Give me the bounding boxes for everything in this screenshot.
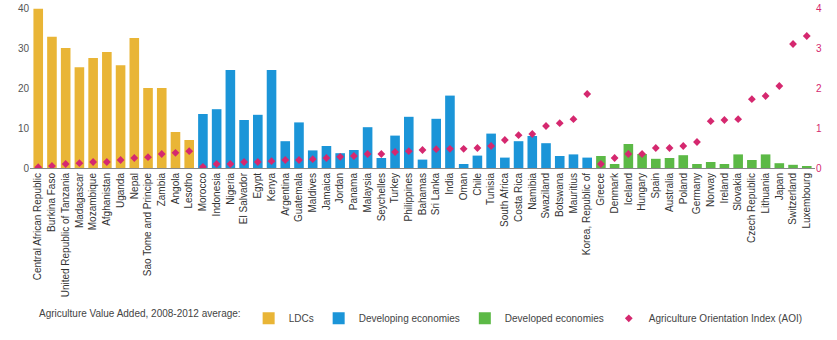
svg-text:Sao Tome and Principe: Sao Tome and Principe	[142, 173, 153, 277]
svg-text:Oman: Oman	[458, 173, 469, 200]
svg-text:Bahamas: Bahamas	[417, 173, 428, 215]
svg-text:Developing economies: Developing economies	[359, 313, 460, 324]
svg-text:Ireland: Ireland	[719, 173, 730, 204]
svg-text:Agriculture Value Added, 2008-: Agriculture Value Added, 2008-2012 avera…	[39, 308, 241, 319]
svg-text:Germany: Germany	[691, 173, 702, 214]
svg-text:South Africa: South Africa	[499, 173, 510, 227]
svg-text:4: 4	[816, 3, 822, 14]
svg-text:Spain: Spain	[650, 173, 661, 199]
svg-text:40: 40	[18, 3, 30, 14]
svg-text:Lithuania: Lithuania	[760, 173, 771, 214]
svg-text:Turkey: Turkey	[389, 173, 400, 203]
svg-text:Nepal: Nepal	[129, 173, 140, 199]
svg-text:Slovakia: Slovakia	[732, 173, 743, 211]
svg-text:Jamaica: Jamaica	[321, 173, 332, 211]
svg-text:Angola: Angola	[170, 173, 181, 205]
svg-text:Denmark: Denmark	[609, 172, 620, 214]
svg-text:Philippines: Philippines	[403, 173, 414, 221]
svg-text:1: 1	[816, 123, 822, 134]
svg-text:3: 3	[816, 43, 822, 54]
svg-text:Luxembourg: Luxembourg	[801, 173, 812, 229]
svg-text:Burkina Faso: Burkina Faso	[46, 173, 57, 232]
svg-text:Egypt: Egypt	[252, 173, 263, 199]
svg-text:Namibia: Namibia	[527, 173, 538, 210]
svg-text:Argentina: Argentina	[280, 173, 291, 216]
svg-text:Nigeria: Nigeria	[225, 173, 236, 205]
svg-text:Switzerland: Switzerland	[787, 173, 798, 225]
svg-text:LDCs: LDCs	[289, 313, 314, 324]
svg-text:Costa Rica: Costa Rica	[513, 173, 524, 222]
svg-text:0: 0	[23, 163, 29, 174]
svg-text:Afghanistan: Afghanistan	[101, 173, 112, 226]
svg-text:2: 2	[816, 83, 822, 94]
svg-text:Japan: Japan	[774, 173, 785, 200]
svg-text:Maldives: Maldives	[307, 173, 318, 212]
svg-text:Zambia: Zambia	[156, 173, 167, 207]
svg-text:Indonesia: Indonesia	[211, 173, 222, 217]
svg-text:Sri Lanka: Sri Lanka	[430, 173, 441, 216]
svg-text:0: 0	[816, 163, 822, 174]
svg-text:Mauritius: Mauritius	[568, 173, 579, 214]
svg-text:Kenya: Kenya	[266, 173, 277, 202]
svg-text:Guatemala: Guatemala	[293, 173, 304, 222]
svg-text:Lesotho: Lesotho	[183, 173, 194, 209]
svg-text:Agriculture Orientation Index: Agriculture Orientation Index (AOI)	[649, 313, 802, 324]
svg-text:Panama: Panama	[348, 173, 359, 211]
svg-text:Central African Republic: Central African Republic	[32, 173, 43, 280]
svg-text:Swaziland: Swaziland	[540, 173, 551, 219]
svg-text:20: 20	[18, 83, 30, 94]
svg-text:Greece: Greece	[595, 173, 606, 206]
svg-text:Czech Republic: Czech Republic	[746, 173, 757, 243]
svg-text:Korea, Republic of: Korea, Republic of	[581, 173, 592, 255]
svg-text:Iceland: Iceland	[623, 173, 634, 205]
svg-text:Australia: Australia	[664, 173, 675, 212]
svg-text:El Salvador: El Salvador	[238, 172, 249, 224]
svg-text:Hungary: Hungary	[636, 173, 647, 211]
svg-text:Tunisia: Tunisia	[485, 173, 496, 205]
svg-text:30: 30	[18, 43, 30, 54]
svg-text:Malaysia: Malaysia	[362, 173, 373, 213]
svg-text:Developed economies: Developed economies	[505, 313, 604, 324]
svg-text:Seychelles: Seychelles	[376, 173, 387, 221]
svg-text:United Republic of Tanzania: United Republic of Tanzania	[60, 173, 71, 298]
svg-text:Jordan: Jordan	[334, 173, 345, 204]
svg-text:Madagascar: Madagascar	[74, 172, 85, 228]
svg-text:Poland: Poland	[678, 173, 689, 204]
svg-text:Uganda: Uganda	[115, 173, 126, 208]
svg-text:Botswana: Botswana	[554, 173, 565, 217]
svg-text:Mozambique: Mozambique	[87, 173, 98, 231]
svg-text:Chile: Chile	[472, 173, 483, 196]
svg-text:Morocco: Morocco	[197, 173, 208, 212]
svg-text:10: 10	[18, 123, 30, 134]
svg-text:India: India	[444, 173, 455, 195]
svg-text:Norway: Norway	[705, 173, 716, 207]
